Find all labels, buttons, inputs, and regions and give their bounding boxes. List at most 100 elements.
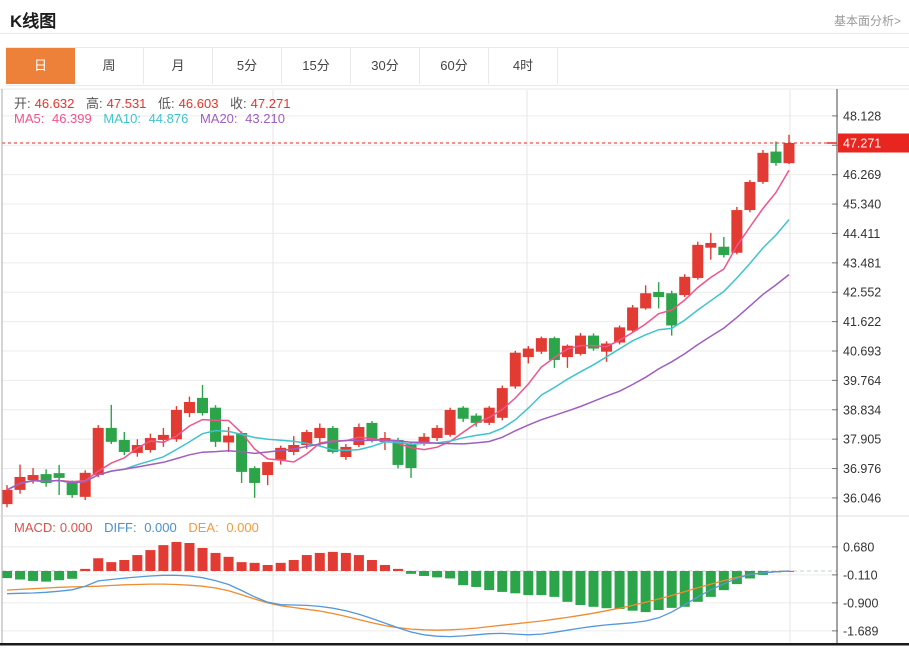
candle-body [366, 422, 378, 440]
price-pane[interactable] [2, 89, 837, 516]
tab-period-60分[interactable]: 60分 [420, 48, 489, 84]
candle-body [627, 307, 639, 331]
candle-body [522, 348, 534, 358]
tab-period-30分[interactable]: 30分 [351, 48, 420, 84]
macd-histogram-bar [497, 571, 508, 592]
macd-histogram-bar [393, 568, 403, 571]
candle-body [483, 407, 495, 423]
tab-period-15分[interactable]: 15分 [282, 48, 351, 84]
macd-axis-label: 0.680 [843, 540, 874, 554]
price-axis-label: 45.340 [843, 198, 881, 212]
macd-histogram-bar [249, 562, 260, 571]
candle-body [314, 427, 326, 439]
candle-body [92, 427, 104, 476]
candle-body [170, 409, 182, 440]
macd-histogram-bar [601, 571, 612, 609]
macd-histogram-bar [340, 552, 351, 571]
candle-body [392, 439, 404, 465]
macd-histogram-bar [458, 571, 469, 586]
macd-axis-label: -1.689 [843, 624, 878, 638]
ma10-line [6, 219, 790, 491]
header-divider [0, 33, 909, 34]
macd-histogram-bar [301, 555, 312, 571]
macd-histogram-bar [575, 571, 586, 606]
macd-pane[interactable] [2, 516, 837, 643]
candle-body [262, 462, 274, 476]
candle-body [40, 474, 52, 483]
price-axis-label: 39.764 [843, 374, 881, 388]
macd-histogram-bar [353, 555, 364, 571]
tab-period-日[interactable]: 日 [6, 48, 75, 84]
candle-body [340, 446, 352, 458]
candle-body [183, 401, 195, 414]
price-axis-label: 36.976 [843, 462, 881, 476]
price-axis-label: 37.905 [843, 433, 881, 447]
macd-histogram-bar [28, 571, 39, 581]
candle-body [783, 143, 795, 164]
candle-body [105, 427, 117, 442]
macd-histogram-bar [106, 562, 117, 571]
macd-axis-label: -0.110 [843, 568, 878, 582]
macd-histogram-bar [314, 552, 325, 571]
macd-histogram-bar [679, 571, 690, 607]
candle-body [614, 327, 626, 343]
macd-histogram-bar [627, 571, 638, 611]
candle-body [210, 407, 222, 442]
macd-histogram-bar [523, 571, 534, 596]
candle-body [301, 432, 313, 446]
macd-histogram-bar [510, 571, 521, 594]
price-axis-label: 42.552 [843, 286, 881, 300]
candle-body [118, 439, 130, 452]
price-axis-label: 43.481 [843, 256, 881, 270]
candle-body [692, 244, 704, 279]
tab-period-月[interactable]: 月 [144, 48, 213, 84]
price-axis-label: 44.411 [843, 227, 880, 241]
macd-histogram-bar [640, 571, 651, 613]
macd-histogram-bar [288, 560, 299, 571]
candle-body [757, 152, 769, 182]
candle-body [53, 473, 65, 478]
macd-axis-label: -0.900 [843, 596, 878, 610]
candle-body [653, 291, 665, 298]
macd-histogram-bar [184, 543, 195, 571]
fundamental-analysis-link[interactable]: 基本面分析> [833, 14, 901, 28]
ma20-line [6, 274, 790, 491]
macd-histogram-bar [119, 560, 130, 571]
macd-histogram-bar [210, 552, 221, 571]
candle-body [79, 472, 91, 497]
ma5-line [6, 169, 790, 491]
candle-body [1, 489, 13, 505]
macd-histogram-bar [692, 571, 703, 602]
macd-histogram-bar [223, 556, 234, 571]
macd-histogram-bar [54, 571, 65, 581]
candle-body [509, 352, 521, 387]
tab-period-周[interactable]: 周 [75, 48, 144, 84]
macd-histogram-bar [327, 551, 338, 571]
candle-body [588, 335, 599, 349]
price-axis-label: 38.834 [843, 403, 881, 417]
price-axis-label: 46.269 [843, 168, 881, 182]
macd-histogram-bar [41, 571, 52, 582]
candle-body [705, 242, 717, 248]
candle-body [535, 338, 547, 352]
candle-body [353, 426, 365, 446]
macd-histogram-bar [484, 571, 495, 591]
candle-body [27, 475, 39, 481]
macd-histogram-bar [614, 571, 625, 609]
tab-period-5分[interactable]: 5分 [213, 48, 282, 84]
candle-body [679, 276, 691, 296]
candle-body [144, 438, 156, 451]
price-axis-label: 36.046 [843, 491, 881, 505]
macd-histogram-bar [236, 562, 247, 571]
candle-body [249, 468, 261, 483]
macd-histogram-bar [2, 571, 12, 579]
macd-histogram-bar [93, 558, 104, 571]
candle-body [157, 434, 169, 440]
candle-body [327, 427, 339, 452]
tab-period-4时[interactable]: 4时 [489, 48, 558, 84]
macd-histogram-bar [666, 571, 677, 608]
candle-body [405, 444, 417, 469]
candle-body [223, 435, 235, 443]
